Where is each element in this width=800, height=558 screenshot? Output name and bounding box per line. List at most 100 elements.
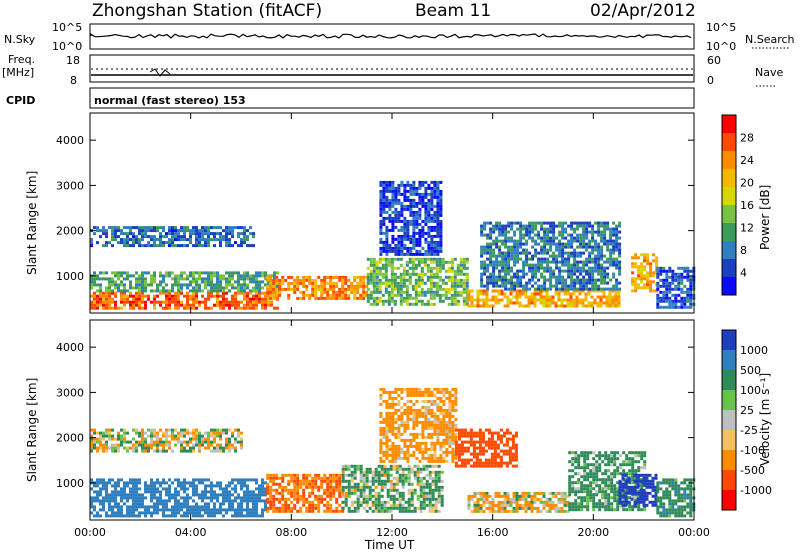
heatmap-cell — [454, 403, 457, 406]
heatmap-cell — [649, 289, 652, 292]
heatmap-cell — [356, 288, 359, 291]
heatmap-cell — [165, 435, 168, 438]
heatmap-cell — [388, 205, 391, 208]
heatmap-cell — [483, 305, 486, 308]
heatmap-cell — [391, 297, 394, 300]
heatmap-cell — [210, 508, 213, 511]
heatmap-cell — [382, 454, 385, 457]
heatmap-cell — [138, 298, 141, 301]
heatmap-cell — [646, 283, 649, 286]
heatmap-cell — [396, 465, 399, 468]
heatmap-cell — [576, 282, 579, 285]
heatmap-cell — [451, 403, 454, 406]
heatmap-cell — [615, 258, 618, 261]
heatmap-cell — [213, 435, 216, 438]
heatmap-cell — [317, 504, 320, 507]
heatmap-cell — [424, 388, 427, 391]
heatmap-cell — [430, 238, 433, 241]
heatmap-cell — [376, 270, 379, 273]
heatmap-cell — [397, 214, 400, 217]
heatmap-cell — [99, 478, 102, 481]
heatmap-cell — [477, 296, 480, 299]
heatmap-cell — [302, 480, 305, 483]
heatmap-cell — [329, 486, 332, 489]
heatmap-cell — [588, 261, 591, 264]
heatmap-cell — [483, 249, 486, 252]
heatmap-cell — [243, 235, 246, 238]
heatmap-cell — [582, 299, 585, 302]
heatmap-cell — [513, 273, 516, 276]
heatmap-cell — [366, 486, 369, 489]
heatmap-cell — [427, 193, 430, 196]
heatmap-cell — [96, 298, 99, 301]
heatmap-cell — [207, 244, 210, 247]
heatmap-cell — [489, 222, 492, 225]
heatmap-cell — [372, 483, 375, 486]
heatmap-cell — [429, 498, 432, 501]
heatmap-cell — [454, 282, 457, 285]
heatmap-cell — [570, 299, 573, 302]
heatmap-cell — [159, 235, 162, 238]
heatmap-cell — [665, 288, 668, 291]
heatmap-cell — [308, 279, 311, 282]
heatmap-cell — [513, 222, 516, 225]
heatmap-cell — [354, 483, 357, 486]
heatmap-cell — [427, 454, 430, 457]
heatmap-cell — [549, 231, 552, 234]
heatmap-cell — [618, 246, 621, 249]
heatmap-cell — [588, 288, 591, 291]
heatmap-cell — [555, 246, 558, 249]
heatmap-cell — [418, 285, 421, 288]
heatmap-cell — [397, 244, 400, 247]
heatmap-cell — [420, 480, 423, 483]
heatmap-cell — [281, 492, 284, 495]
heatmap-cell — [261, 481, 264, 484]
heatmap-cell — [222, 447, 225, 450]
heatmap-cell — [338, 276, 341, 279]
heatmap-cell — [504, 296, 507, 299]
heatmap-cell — [400, 258, 403, 261]
heatmap-cell — [189, 274, 192, 277]
heatmap-cell — [135, 295, 138, 298]
heatmap-cell — [379, 430, 382, 433]
heatmap-cell — [198, 435, 201, 438]
heatmap-cell — [677, 282, 680, 285]
heatmap-cell — [237, 502, 240, 505]
heatmap-cell — [415, 412, 418, 415]
heatmap-cell — [329, 285, 332, 288]
heatmap-cell — [436, 439, 439, 442]
heatmap-cell — [314, 477, 317, 480]
heatmap-cell — [418, 421, 421, 424]
heatmap-cell — [528, 302, 531, 305]
heatmap-cell — [192, 277, 195, 280]
heatmap-cell — [231, 444, 234, 447]
heatmap-cell — [252, 301, 255, 304]
heatmap-cell — [376, 279, 379, 282]
heatmap-cell — [281, 495, 284, 498]
heatmap-cell — [391, 220, 394, 223]
heatmap-cell — [147, 487, 150, 490]
heatmap-cell — [373, 288, 376, 291]
heatmap-cell — [165, 481, 168, 484]
heatmap-cell — [177, 307, 180, 310]
heatmap-cell — [430, 400, 433, 403]
heatmap-cell — [510, 302, 513, 305]
heatmap-cell — [492, 225, 495, 228]
heatmap-cell — [427, 276, 430, 279]
heatmap-cell — [686, 288, 689, 291]
heatmap-cell — [345, 480, 348, 483]
heatmap-cell — [189, 432, 192, 435]
heatmap-cell — [412, 273, 415, 276]
heatmap-cell — [320, 279, 323, 282]
heatmap-cell — [385, 235, 388, 238]
heatmap-cell — [147, 450, 150, 453]
heatmap-cell — [438, 489, 441, 492]
heatmap-cell — [150, 429, 153, 432]
heatmap-cell — [234, 478, 237, 481]
heatmap-cell — [441, 489, 444, 492]
heatmap-cell — [275, 510, 278, 513]
heatmap-cell — [483, 270, 486, 273]
heatmap-cell — [391, 445, 394, 448]
heatmap-cell — [183, 502, 186, 505]
heatmap-cell — [162, 450, 165, 453]
